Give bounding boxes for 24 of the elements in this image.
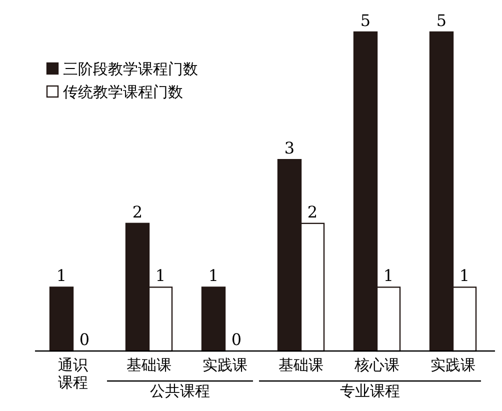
data-label: 1 [459, 266, 470, 286]
x-tick-label: 核心课 [354, 356, 400, 374]
data-label: 5 [436, 11, 447, 30]
legend-label: 三阶段教学课程门数 [63, 60, 198, 78]
x-tick-label: 实践课 [202, 356, 248, 374]
bar [49, 286, 74, 352]
x-tick-label: 基础课 [126, 356, 172, 374]
data-label: 0 [79, 330, 90, 349]
data-label: 3 [284, 138, 295, 158]
text: 公共课程 [150, 382, 210, 400]
data-label: 1 [155, 266, 166, 286]
data-label: 1 [208, 266, 219, 286]
data-label: 2 [132, 202, 143, 222]
bar [201, 286, 226, 352]
x-tick-label: 基础课 [278, 356, 324, 374]
text: 专业课程 [340, 382, 400, 400]
legend-label: 传统教学课程门数 [63, 83, 183, 101]
data-label: 5 [360, 11, 371, 30]
data-label: 1 [56, 266, 67, 286]
data-label: 0 [231, 330, 242, 349]
data-label: 1 [383, 266, 394, 286]
x-tick-label: 通识课程 [58, 356, 88, 392]
data-label: 2 [307, 202, 318, 222]
x-tick-label: 实践课 [430, 356, 476, 374]
